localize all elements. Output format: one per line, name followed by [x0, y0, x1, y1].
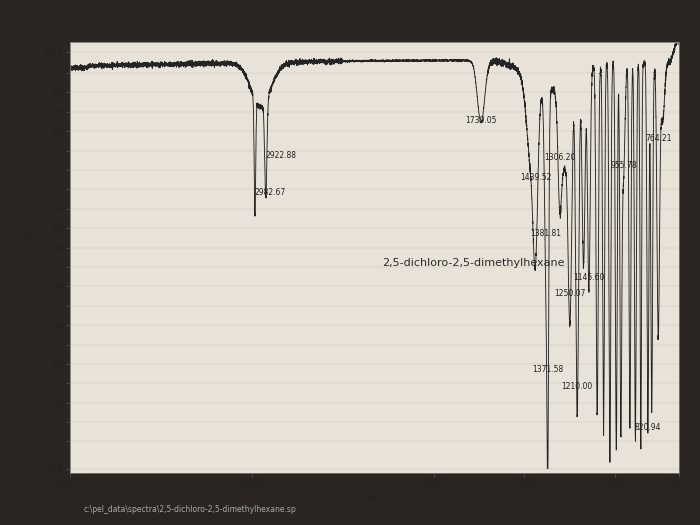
Text: 1145.60: 1145.60 [573, 274, 605, 282]
Text: 1250.07: 1250.07 [554, 289, 586, 298]
Text: 820.94: 820.94 [635, 423, 661, 432]
Text: 1439.52: 1439.52 [520, 173, 551, 182]
Text: 955.78: 955.78 [610, 161, 637, 170]
Y-axis label: %T: %T [22, 234, 38, 244]
Text: 1381.81: 1381.81 [531, 229, 561, 238]
Text: 1371.58: 1371.58 [532, 364, 564, 374]
Text: 2922.88: 2922.88 [266, 151, 297, 160]
Text: 1739.05: 1739.05 [466, 117, 497, 125]
Text: c:\pel_data\spectra\2,5-dichloro-2,5-dimethylhexane.sp: c:\pel_data\spectra\2,5-dichloro-2,5-dim… [84, 505, 297, 514]
X-axis label: cm-1: cm-1 [361, 492, 388, 502]
Text: 1210.00: 1210.00 [561, 382, 593, 391]
Text: 1306.20: 1306.20 [544, 153, 575, 162]
Text: 2982.67: 2982.67 [255, 188, 286, 197]
Text: 2,5-dichloro-2,5-dimethylhexane: 2,5-dichloro-2,5-dimethylhexane [382, 258, 565, 268]
Text: 764.21: 764.21 [645, 134, 671, 143]
